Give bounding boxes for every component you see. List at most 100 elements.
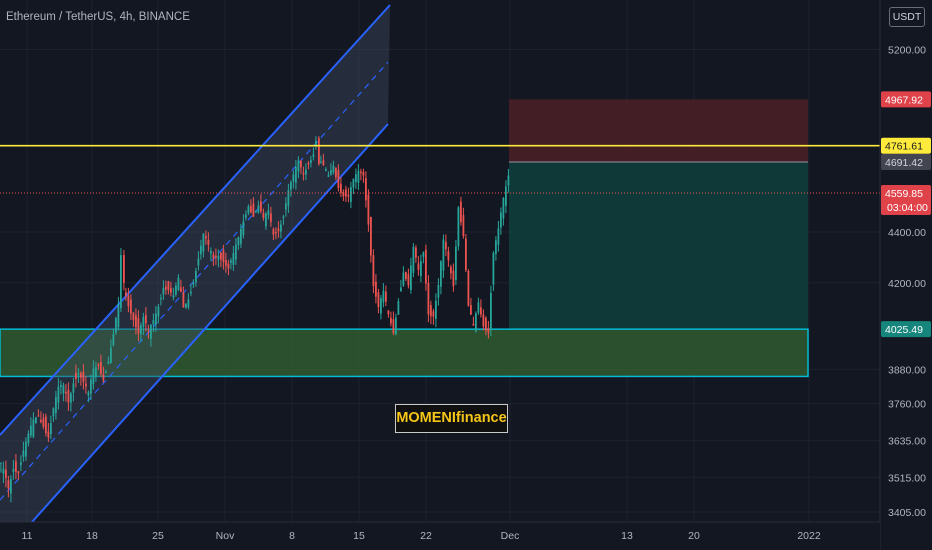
candle-body xyxy=(445,241,447,250)
candle-body xyxy=(70,393,72,403)
candle-body xyxy=(225,260,227,266)
candle-body xyxy=(327,175,330,177)
candle-body xyxy=(47,431,50,438)
candle-body xyxy=(77,373,80,375)
candle-body xyxy=(502,198,505,219)
chart-title: Ethereum / TetherUS, 4h, BINANCE xyxy=(6,11,190,23)
candle-body xyxy=(190,291,192,294)
candle-body xyxy=(367,194,370,225)
candle-body xyxy=(280,224,282,232)
candle-body xyxy=(325,169,327,172)
candle-body xyxy=(157,306,160,317)
candle-body xyxy=(310,159,312,163)
candle-body xyxy=(260,201,262,212)
candle-body xyxy=(250,205,252,213)
candle-body xyxy=(227,263,230,269)
candle-body xyxy=(415,247,417,258)
channel-lower-line xyxy=(31,123,389,523)
candle-body xyxy=(270,213,272,223)
time-tick-label: 11 xyxy=(22,530,33,542)
candle-body xyxy=(330,170,332,175)
candle-body xyxy=(392,319,395,334)
candle-body xyxy=(275,231,277,234)
candle-body xyxy=(170,288,172,293)
candle-body xyxy=(370,216,372,256)
candle-body xyxy=(277,228,280,232)
candle-body xyxy=(430,305,432,317)
candle-body xyxy=(167,281,170,291)
candle-body xyxy=(350,187,352,202)
candle-body xyxy=(87,392,90,396)
candle-body xyxy=(362,171,365,176)
candle-body xyxy=(90,379,92,394)
candle-body xyxy=(380,298,382,314)
levels xyxy=(0,144,880,194)
candle-body xyxy=(67,389,70,403)
target-price-label: 4025.49 xyxy=(885,324,923,336)
candle-body xyxy=(112,333,115,346)
candle-body xyxy=(437,284,440,298)
candle-body xyxy=(75,372,77,380)
candle-body xyxy=(202,233,205,252)
candle-body xyxy=(130,299,132,314)
candle-body xyxy=(85,383,87,387)
candle-body xyxy=(152,320,155,325)
price-tick-label: 3515.00 xyxy=(888,472,926,484)
candle-body xyxy=(342,191,345,197)
candle-body xyxy=(412,246,415,273)
candle-body xyxy=(307,162,310,165)
time-axis-bg xyxy=(0,522,880,550)
candle-body xyxy=(240,228,242,244)
currency-badge[interactable]: USDT xyxy=(889,7,925,27)
candle-body xyxy=(102,374,105,381)
resistance-price-label-bg xyxy=(881,137,931,154)
candle-body xyxy=(262,212,265,218)
candle-body xyxy=(162,287,165,295)
candle-body xyxy=(115,318,117,333)
candle-body xyxy=(15,461,17,472)
candle-body xyxy=(55,396,57,414)
candle-body xyxy=(182,292,185,308)
target-price-label-bg xyxy=(881,321,931,338)
candle-body xyxy=(352,178,355,188)
candle-body xyxy=(440,261,442,287)
candle-body xyxy=(480,307,482,315)
candle-body xyxy=(117,303,120,328)
entry-price-label-bg xyxy=(881,153,931,170)
candle-body xyxy=(320,161,322,163)
candle-body xyxy=(395,317,397,335)
price-tick-label: 4400.00 xyxy=(888,227,926,239)
candle-body xyxy=(485,317,487,331)
candle-body xyxy=(410,265,412,291)
candle-body xyxy=(7,480,10,489)
candle-body xyxy=(300,160,302,168)
candle-body xyxy=(467,270,470,306)
current-price-label: 4559.85 xyxy=(885,188,923,200)
candle-body xyxy=(500,212,502,228)
candle-body xyxy=(232,253,235,265)
candle-body xyxy=(487,328,490,334)
candle-body xyxy=(35,417,37,424)
take-profit-zone xyxy=(509,161,808,330)
candle-body xyxy=(60,385,62,387)
candle-body xyxy=(332,165,335,173)
candle-body xyxy=(212,254,215,259)
candle-body xyxy=(220,252,222,260)
candle-body xyxy=(450,266,452,274)
candle-body xyxy=(123,255,125,283)
candle-body xyxy=(382,290,385,303)
candle-body xyxy=(455,246,457,280)
candle-body xyxy=(247,206,250,214)
candle-body xyxy=(495,240,497,255)
candle-body xyxy=(465,238,467,271)
candle-body xyxy=(197,258,200,266)
time-tick-label: 2022 xyxy=(797,530,821,542)
candle-body xyxy=(432,311,435,317)
candle-body xyxy=(142,317,145,327)
candle-body xyxy=(400,287,402,292)
price-axis-bg xyxy=(880,0,932,550)
time-tick-label: Dec xyxy=(501,530,520,542)
candle-body xyxy=(252,203,255,217)
time-tick-label: Nov xyxy=(216,530,235,542)
